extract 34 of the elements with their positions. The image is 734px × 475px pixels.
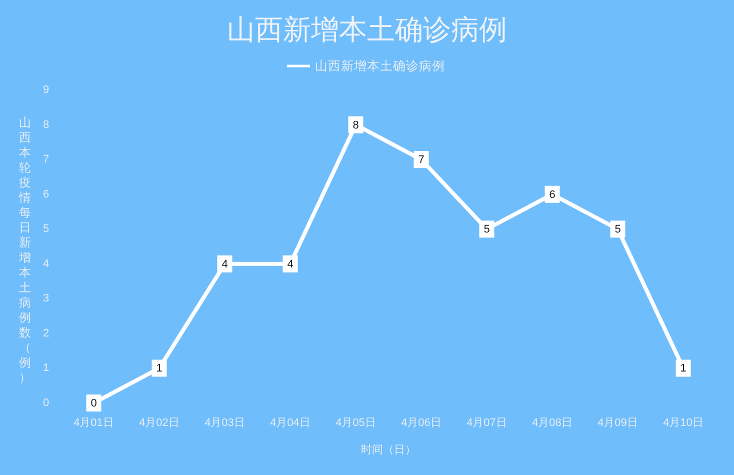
data-label: 5: [614, 224, 621, 236]
x-tick-label: 4月01日: [74, 417, 114, 429]
data-label: 7: [418, 154, 424, 166]
data-label: 6: [549, 188, 556, 201]
y-tick-label: 9: [42, 84, 50, 96]
y-tick-label: 7: [42, 154, 50, 166]
data-label: 1: [156, 362, 162, 375]
x-tick-label: 4月03日: [204, 417, 245, 429]
data-label: 4: [222, 258, 228, 270]
y-tick-label: 4: [42, 258, 50, 270]
data-label: 4: [287, 258, 294, 270]
data-label: 0: [90, 398, 97, 410]
y-tick-label: 5: [42, 223, 50, 236]
y-tick-label: 6: [42, 188, 50, 200]
y-axis-title: 山西本轮疫情每日新增本土病例数（例）: [19, 116, 31, 384]
x-tick-label: 4月06日: [401, 417, 442, 429]
legend-label: 山西新增本土确诊病例: [315, 59, 445, 73]
x-tick-label: 4月04日: [270, 417, 310, 429]
x-tick-label: 4月07日: [466, 417, 507, 429]
data-label: 8: [352, 119, 359, 132]
chart-title: 山西新增本土确诊病例: [227, 14, 507, 45]
x-tick-label: 4月02日: [139, 417, 180, 429]
x-tick-label: 4月10日: [663, 417, 704, 429]
x-tick-label: 4月09日: [598, 417, 638, 429]
y-tick-label: 8: [42, 118, 50, 131]
data-label: 1: [680, 362, 686, 375]
y-tick-label: 1: [42, 362, 50, 374]
y-tick-label: 2: [42, 327, 50, 340]
x-tick-label: 4月08日: [532, 417, 572, 429]
x-axis-title: 时间（日）: [361, 443, 416, 456]
data-label: 5: [484, 224, 490, 236]
y-tick-label: 3: [42, 292, 50, 305]
y-tick-label: 0: [42, 397, 50, 409]
x-tick-label: 4月05日: [336, 417, 376, 429]
